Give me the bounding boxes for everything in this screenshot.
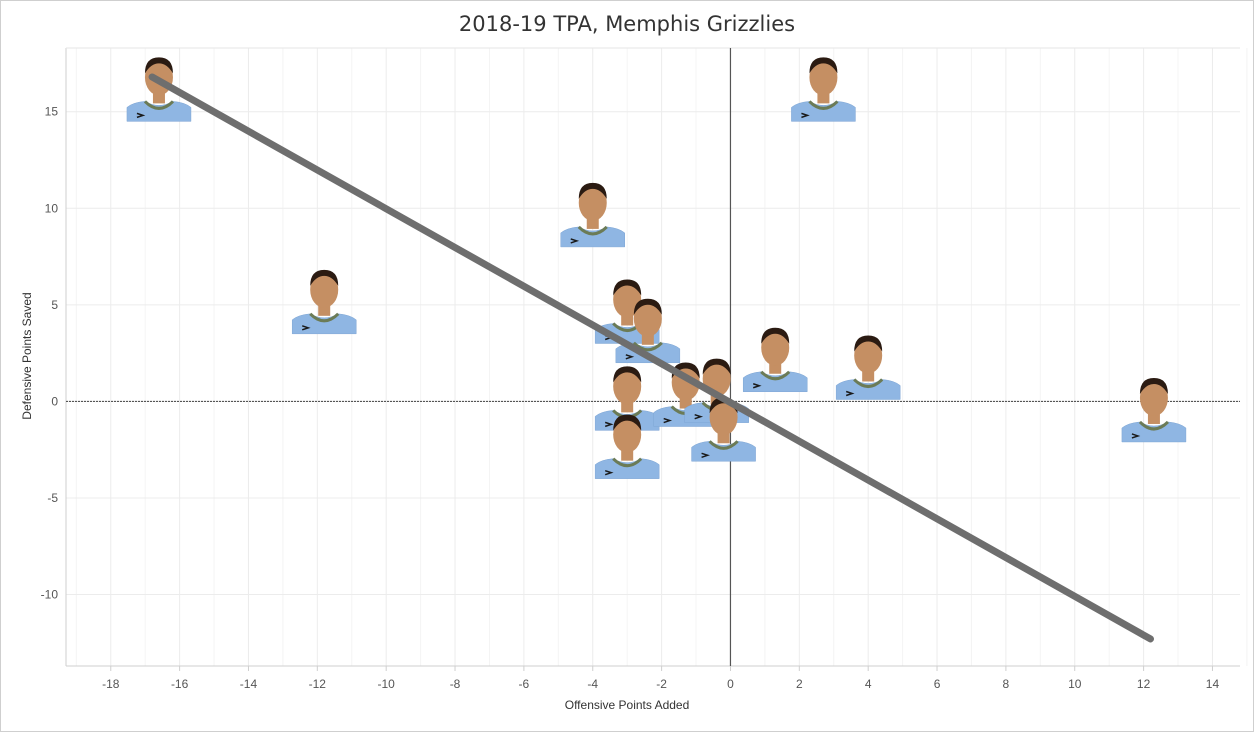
player-hair <box>633 298 662 315</box>
jersey-collar <box>1138 420 1169 431</box>
player-marker <box>291 269 357 335</box>
jersey <box>560 226 626 248</box>
jersey <box>835 379 901 400</box>
chart-title: 2018-19 TPA, Memphis Grizzlies <box>458 12 796 36</box>
x-tick-label: 10 <box>1068 677 1082 691</box>
player-hair <box>671 362 700 379</box>
jersey-logo <box>604 469 614 476</box>
jersey-collar <box>760 370 791 381</box>
x-axis-label: Offensive Points Added <box>564 698 690 712</box>
jersey-logo <box>570 238 580 244</box>
jersey <box>691 441 756 462</box>
trend-line <box>148 73 1154 643</box>
jersey-logo <box>663 417 673 424</box>
player-face <box>613 368 642 405</box>
jersey-logo <box>752 383 762 389</box>
jersey <box>291 313 357 335</box>
jersey-collar <box>309 312 340 323</box>
x-tick-label: -16 <box>171 677 189 691</box>
jersey-logo <box>701 452 710 458</box>
jersey-logo <box>801 112 810 119</box>
player-face <box>578 184 607 221</box>
player-face <box>1139 379 1168 416</box>
x-tick-label: 14 <box>1206 677 1220 691</box>
jersey-logo <box>625 354 635 360</box>
x-tick-label: 6 <box>934 677 941 691</box>
player-face <box>613 416 642 453</box>
jersey-collar <box>632 341 663 352</box>
x-tick-label: -4 <box>587 677 598 691</box>
player-marker <box>835 335 901 400</box>
player-marker <box>126 57 192 122</box>
jersey-collar <box>708 440 739 450</box>
player-face <box>854 337 883 374</box>
y-tick-label: 10 <box>45 201 59 215</box>
player-hair <box>310 269 339 286</box>
player-face <box>809 59 838 96</box>
player-face <box>310 271 339 308</box>
player-marker <box>594 414 660 479</box>
player-hair <box>702 358 731 375</box>
player-marker <box>791 57 856 122</box>
player-marker <box>1121 377 1187 443</box>
x-tick-label: 8 <box>1003 677 1010 691</box>
player-marker <box>742 327 808 393</box>
x-tick-label: -18 <box>102 677 120 691</box>
x-tick-label: 0 <box>727 677 734 691</box>
x-tick-label: 2 <box>796 677 803 691</box>
player-hair <box>578 182 607 199</box>
jersey-collar <box>612 457 643 468</box>
x-tick-label: -6 <box>519 677 530 691</box>
player-marker <box>691 397 756 462</box>
player-marker <box>560 182 626 248</box>
y-tick-label: -5 <box>47 491 58 505</box>
jersey <box>126 101 192 122</box>
jersey-collar <box>577 225 608 236</box>
points-layer <box>126 57 1187 479</box>
player-face <box>709 399 738 436</box>
x-tick-label: -10 <box>378 677 396 691</box>
trend-layer <box>148 73 1154 643</box>
y-tick-label: 5 <box>51 298 58 312</box>
player-hair <box>854 335 883 352</box>
jersey-collar <box>808 100 839 110</box>
jersey-logo <box>301 325 311 331</box>
x-tick-label: 12 <box>1137 677 1151 691</box>
player-hair <box>809 57 838 74</box>
x-tick-label: -14 <box>240 677 258 691</box>
y-tick-label: -10 <box>41 588 59 602</box>
jersey-collar <box>853 378 884 388</box>
jersey-logo <box>136 112 146 119</box>
jersey <box>742 371 808 393</box>
jersey <box>1121 421 1187 443</box>
jersey-logo <box>694 413 704 420</box>
player-hair <box>613 279 642 296</box>
jersey-collar <box>143 100 175 110</box>
y-tick-label: 0 <box>51 394 58 408</box>
player-face <box>613 281 642 318</box>
y-tick-label: 15 <box>45 105 59 119</box>
player-hair <box>1139 377 1168 394</box>
x-tick-label: -8 <box>450 677 461 691</box>
axis-layer: -18 -16 -14 -12 -10 -8 -6 -4 -2 0 2 4 6 8 10 12 14 -10 -5 0… <box>41 47 1240 691</box>
x-tick-label: 4 <box>865 677 872 691</box>
jersey <box>594 458 660 479</box>
player-hair <box>761 327 790 344</box>
jersey <box>791 101 856 122</box>
x-tick-label: -12 <box>309 677 327 691</box>
player-face <box>633 300 662 337</box>
player-hair <box>144 57 173 74</box>
jersey-logo <box>604 421 614 428</box>
player-face <box>761 329 790 366</box>
jersey-logo <box>1131 433 1141 439</box>
x-tick-label: -2 <box>656 677 667 691</box>
jersey-logo <box>845 390 855 397</box>
player-hair <box>613 366 642 383</box>
player-hair <box>613 414 642 431</box>
